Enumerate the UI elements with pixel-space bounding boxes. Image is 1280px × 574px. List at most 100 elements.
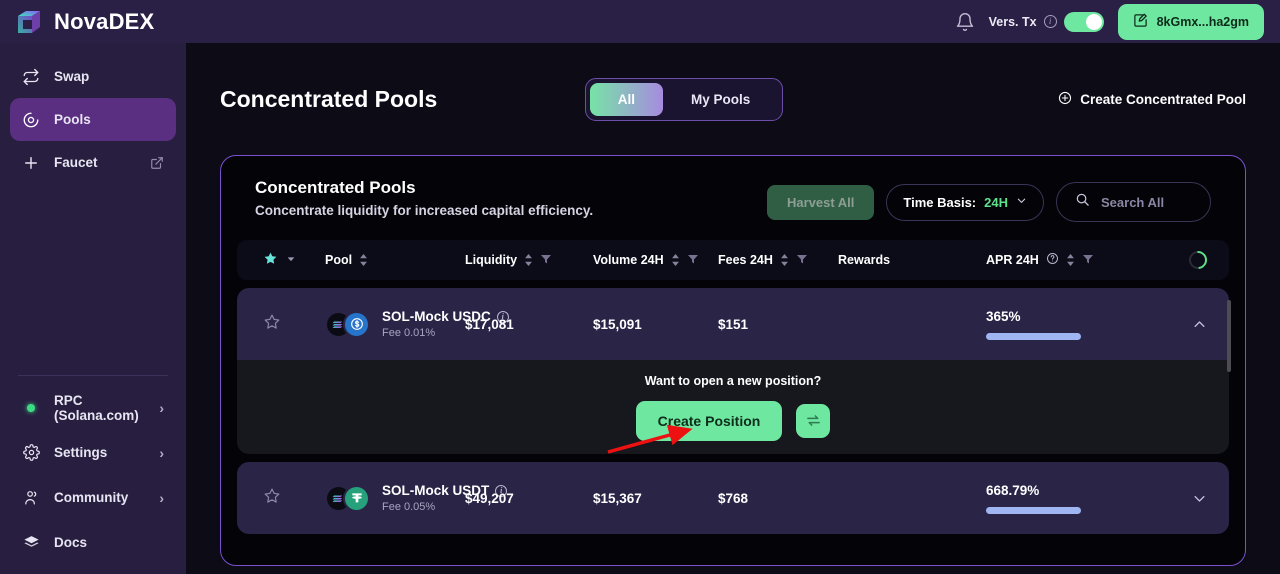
harvest-all-button[interactable]: Harvest All [766,184,875,220]
sidebar-item-label: Faucet [54,155,98,170]
table-row[interactable]: SOL-Mock USDC i Fee 0.01% $17,081 $15,09… [237,288,1229,360]
info-icon[interactable]: i [496,310,509,323]
chevron-down-icon[interactable] [286,253,296,267]
info-icon[interactable]: i [1043,15,1057,28]
sort-icon[interactable] [359,254,368,266]
column-label: APR 24H [986,253,1039,267]
pool-fee-tier: Fee 0.01% [382,327,436,339]
column-fees-24h[interactable]: Fees 24H [718,253,838,268]
create-position-button[interactable]: Create Position [635,400,783,441]
search-input[interactable] [1101,194,1192,210]
sidebar-item-rpc[interactable]: RPC (Solana.com) › [10,386,176,429]
brand-name: NovaDEX [54,8,155,34]
row-collapse-button[interactable] [1167,317,1207,332]
info-icon[interactable]: i [495,484,508,497]
column-rewards: Rewards [838,253,986,267]
time-basis-label: Time Basis: [903,194,977,210]
sidebar-divider [18,375,168,376]
sidebar-item-settings[interactable]: Settings › [10,431,176,474]
sidebar-item-docs[interactable]: Docs [10,521,176,564]
pools-icon [22,111,40,129]
sort-icon[interactable] [524,254,533,266]
apr-cell: 365% [986,309,1167,340]
swap-arrows-icon[interactable] [796,403,831,438]
table-row[interactable]: SOL-Mock USDT i Fee 0.05% $49,207 $15,36… [237,462,1229,534]
pool-meta: SOL-Mock USDC i Fee 0.01% [382,309,509,339]
page-title: Concentrated Pools [220,85,438,112]
table-scrollbar-thumb[interactable] [1227,300,1231,372]
tab-all[interactable]: All [589,82,663,116]
card-title-group: Concentrated Pools Concentrate liquidity… [255,178,593,218]
column-label: Rewards [838,253,891,267]
pool-scope-tabs: All My Pools [584,77,784,121]
fees-24h-value: $768 [718,490,749,506]
sidebar-bottom-group: RPC (Solana.com) › Settings › [10,386,176,564]
chevron-right-icon: › [159,444,164,461]
book-icon [22,534,40,552]
favorite-cell[interactable] [263,313,325,336]
column-label: Fees 24H [718,253,773,267]
filter-icon[interactable] [687,253,699,268]
wallet-button[interactable]: 8kGmx...ha2gm [1117,3,1264,40]
liquidity-value: $17,081 [465,316,514,332]
column-volume-24h[interactable]: Volume 24H [593,253,718,268]
column-liquidity[interactable]: Liquidity [465,253,593,268]
favorite-cell[interactable] [263,487,325,510]
sort-icon[interactable] [1066,254,1075,266]
table-header-row: Pool Liquidity [237,240,1229,280]
gear-icon [22,444,40,462]
filter-icon[interactable] [796,253,808,268]
help-icon[interactable] [1046,252,1059,268]
apr-bar [986,506,1081,514]
card-actions: Harvest All Time Basis: 24H [766,178,1211,222]
external-link-icon [150,156,164,170]
sidebar-item-pools[interactable]: Pools [10,98,176,141]
chevron-right-icon: › [159,489,164,506]
tab-my-pools[interactable]: My Pools [691,91,751,107]
column-apr-24h[interactable]: APR 24H [986,252,1167,268]
sort-icon[interactable] [671,254,680,266]
sidebar-item-label: Settings [54,445,108,460]
people-icon [22,489,40,507]
sidebar-item-swap[interactable]: Swap [10,55,176,98]
sidebar-item-faucet[interactable]: Faucet [10,141,176,184]
time-basis-dropdown[interactable]: Time Basis: 24H [886,183,1044,221]
pool-cell: SOL-Mock USDC i Fee 0.01% [325,309,509,339]
star-outline-icon[interactable] [263,313,281,336]
star-icon[interactable] [263,251,278,269]
search-box[interactable] [1056,182,1211,222]
bell-icon[interactable] [955,12,975,32]
versioned-tx-toggle[interactable] [1063,11,1104,32]
table-loading-cell [1167,247,1211,273]
pool-name: SOL-Mock USDT [382,483,490,498]
sidebar-spacer [10,184,176,375]
sidebar-item-community[interactable]: Community › [10,476,176,519]
sidebar-item-label: Community [54,490,129,505]
wallet-address: 8kGmx...ha2gm [1156,14,1249,29]
chevron-down-icon [1016,195,1027,209]
row-expand-button[interactable] [1167,491,1207,506]
pools-card-header: Concentrated Pools Concentrate liquidity… [237,178,1229,222]
volume-24h-value: $15,367 [593,490,642,506]
column-pool[interactable]: Pool [325,253,465,267]
table-body: SOL-Mock USDC i Fee 0.01% $17,081 $15,09… [237,288,1231,534]
versioned-tx-label: Vers. Tx [988,14,1037,29]
token-pair-icons [325,310,370,338]
header-actions: Vers. Tx i 8kGmx...ha2gm [955,3,1264,40]
brand[interactable]: NovaDEX [14,7,154,37]
plus-icon [22,154,40,172]
sidebar-item-label: Pools [54,112,91,127]
status-dot-icon [22,399,40,417]
pool-name: SOL-Mock USDC [382,309,491,324]
column-favorites[interactable] [263,251,325,269]
usdt-token-icon [343,484,370,512]
filter-icon[interactable] [540,253,552,268]
sort-icon[interactable] [780,254,789,266]
create-concentrated-pool-label: Create Concentrated Pool [1080,91,1246,107]
star-outline-icon[interactable] [263,487,281,510]
card-title: Concentrated Pools [255,178,416,197]
filter-icon[interactable] [1082,253,1094,268]
column-label: Liquidity [465,253,518,267]
create-concentrated-pool-button[interactable]: Create Concentrated Pool [1058,91,1246,108]
